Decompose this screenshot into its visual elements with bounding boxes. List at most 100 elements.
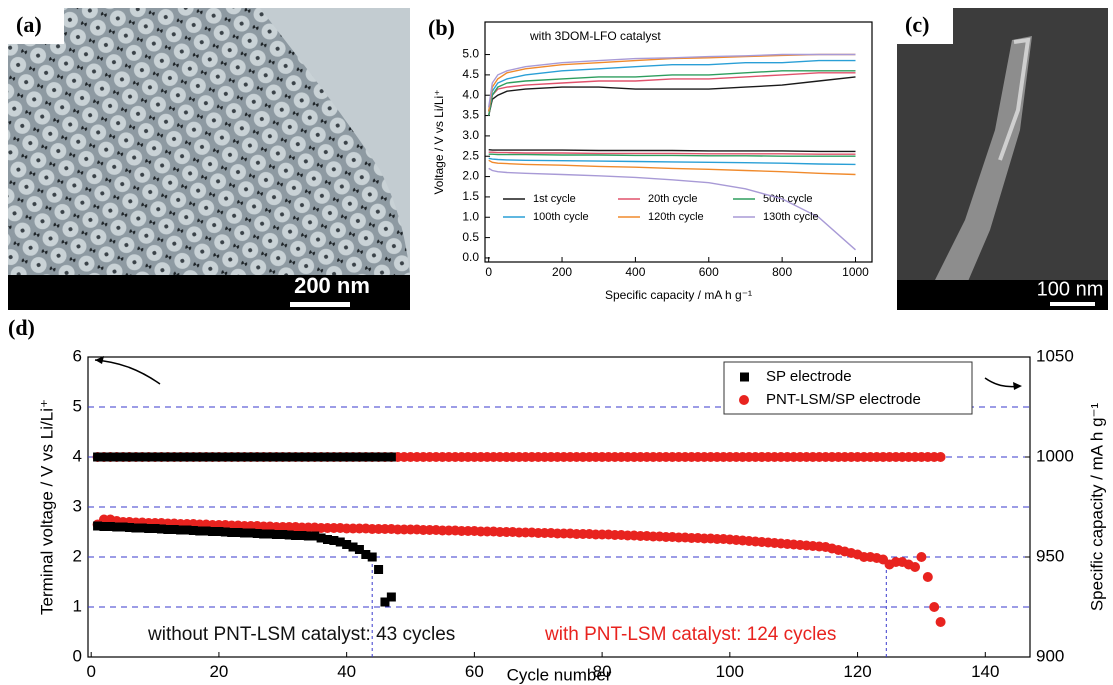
point <box>195 452 205 462</box>
y-tick-label: 2 <box>73 546 82 565</box>
y-tick-label: 5.0 <box>462 47 479 61</box>
point <box>93 521 103 531</box>
y-tick-label: 2.0 <box>462 169 479 183</box>
x-tick-label: 0 <box>485 265 492 279</box>
curve <box>488 157 856 166</box>
point <box>374 452 384 462</box>
annotation: with PNT-LSM catalyst: 124 cycles <box>544 624 836 645</box>
point <box>214 452 224 462</box>
point <box>342 540 352 549</box>
legend-label: 20th cycle <box>648 193 698 205</box>
point <box>169 525 179 534</box>
point <box>156 452 166 462</box>
point <box>233 528 243 537</box>
x-tick-label: 20 <box>209 662 228 681</box>
point <box>137 523 147 533</box>
curve <box>488 159 856 176</box>
y-tick-label: 1 <box>73 596 82 615</box>
curve <box>488 149 856 153</box>
curve <box>488 72 856 116</box>
point <box>182 525 192 535</box>
arrow-head <box>1013 382 1022 390</box>
point <box>125 523 135 532</box>
curve <box>488 76 856 116</box>
point <box>169 452 179 462</box>
point <box>246 452 256 462</box>
point <box>239 528 249 538</box>
point <box>105 522 115 531</box>
point <box>303 531 313 541</box>
curve <box>488 70 856 116</box>
point <box>291 531 301 540</box>
y-tick-label: 4.0 <box>462 87 479 101</box>
point <box>354 452 364 462</box>
point <box>150 524 160 533</box>
x-tick-label: 800 <box>772 265 792 279</box>
scale-bar <box>290 302 350 307</box>
point <box>386 452 396 462</box>
point <box>176 525 186 535</box>
point <box>182 452 192 462</box>
point <box>137 452 147 462</box>
point <box>214 527 224 536</box>
point <box>329 536 339 545</box>
point <box>201 526 211 536</box>
panel-label: (b) <box>428 15 455 40</box>
x-axis-label: Specific capacity / mA h g⁻¹ <box>605 288 752 302</box>
y2-tick-label: 950 <box>1036 546 1064 565</box>
y-tick-label: 3.0 <box>462 128 479 142</box>
point <box>271 530 281 539</box>
point <box>220 527 230 537</box>
point <box>310 531 320 541</box>
point <box>284 530 294 540</box>
legend-marker <box>739 395 749 405</box>
nanotube-edge <box>998 37 1031 161</box>
point <box>201 452 211 462</box>
point <box>252 452 262 462</box>
point <box>118 522 128 532</box>
point <box>916 552 927 562</box>
point <box>322 452 332 462</box>
curve <box>488 53 856 108</box>
point <box>342 452 352 462</box>
point <box>361 452 371 462</box>
x-axis-label: Cycle number <box>507 665 612 684</box>
x-tick-label: 40 <box>337 662 356 681</box>
y2-axis-label: Specific capacity / mA h g⁻¹ <box>1087 403 1106 612</box>
point <box>144 524 154 533</box>
point <box>208 452 218 462</box>
scale-text: 200 nm <box>294 273 370 298</box>
point <box>278 452 288 462</box>
point <box>144 452 154 462</box>
point <box>208 527 218 536</box>
point <box>380 452 390 462</box>
plot-frame <box>484 21 873 263</box>
y-tick-label: 4.5 <box>462 67 479 81</box>
legend-label: 130th cycle <box>763 211 819 223</box>
nanotube <box>925 36 1032 300</box>
y2-tick-label: 1050 <box>1036 346 1074 365</box>
legend-label: 120th cycle <box>648 211 704 223</box>
point <box>233 452 243 462</box>
point <box>316 533 326 543</box>
scale-text: 100 nm <box>1037 278 1104 300</box>
x-tick-label: 120 <box>843 662 871 681</box>
scale-bar <box>1050 302 1095 306</box>
y-tick-label: 1.0 <box>462 209 479 223</box>
point <box>348 452 358 462</box>
legend-label: PNT-LSM/SP electrode <box>766 391 921 408</box>
point <box>316 452 326 462</box>
point <box>297 531 307 540</box>
y-tick-label: 4 <box>73 446 82 465</box>
x-tick-label: 140 <box>971 662 999 681</box>
point <box>935 617 946 627</box>
curve <box>488 153 856 157</box>
point <box>380 597 390 607</box>
point <box>156 524 166 534</box>
point <box>297 452 307 462</box>
point <box>259 452 269 462</box>
x-tick-label: 80 <box>593 662 612 681</box>
point <box>125 452 135 462</box>
y-axis-label: Voltage / V vs Li/Li⁺ <box>432 89 446 194</box>
y-tick-label: 1.5 <box>462 189 479 203</box>
